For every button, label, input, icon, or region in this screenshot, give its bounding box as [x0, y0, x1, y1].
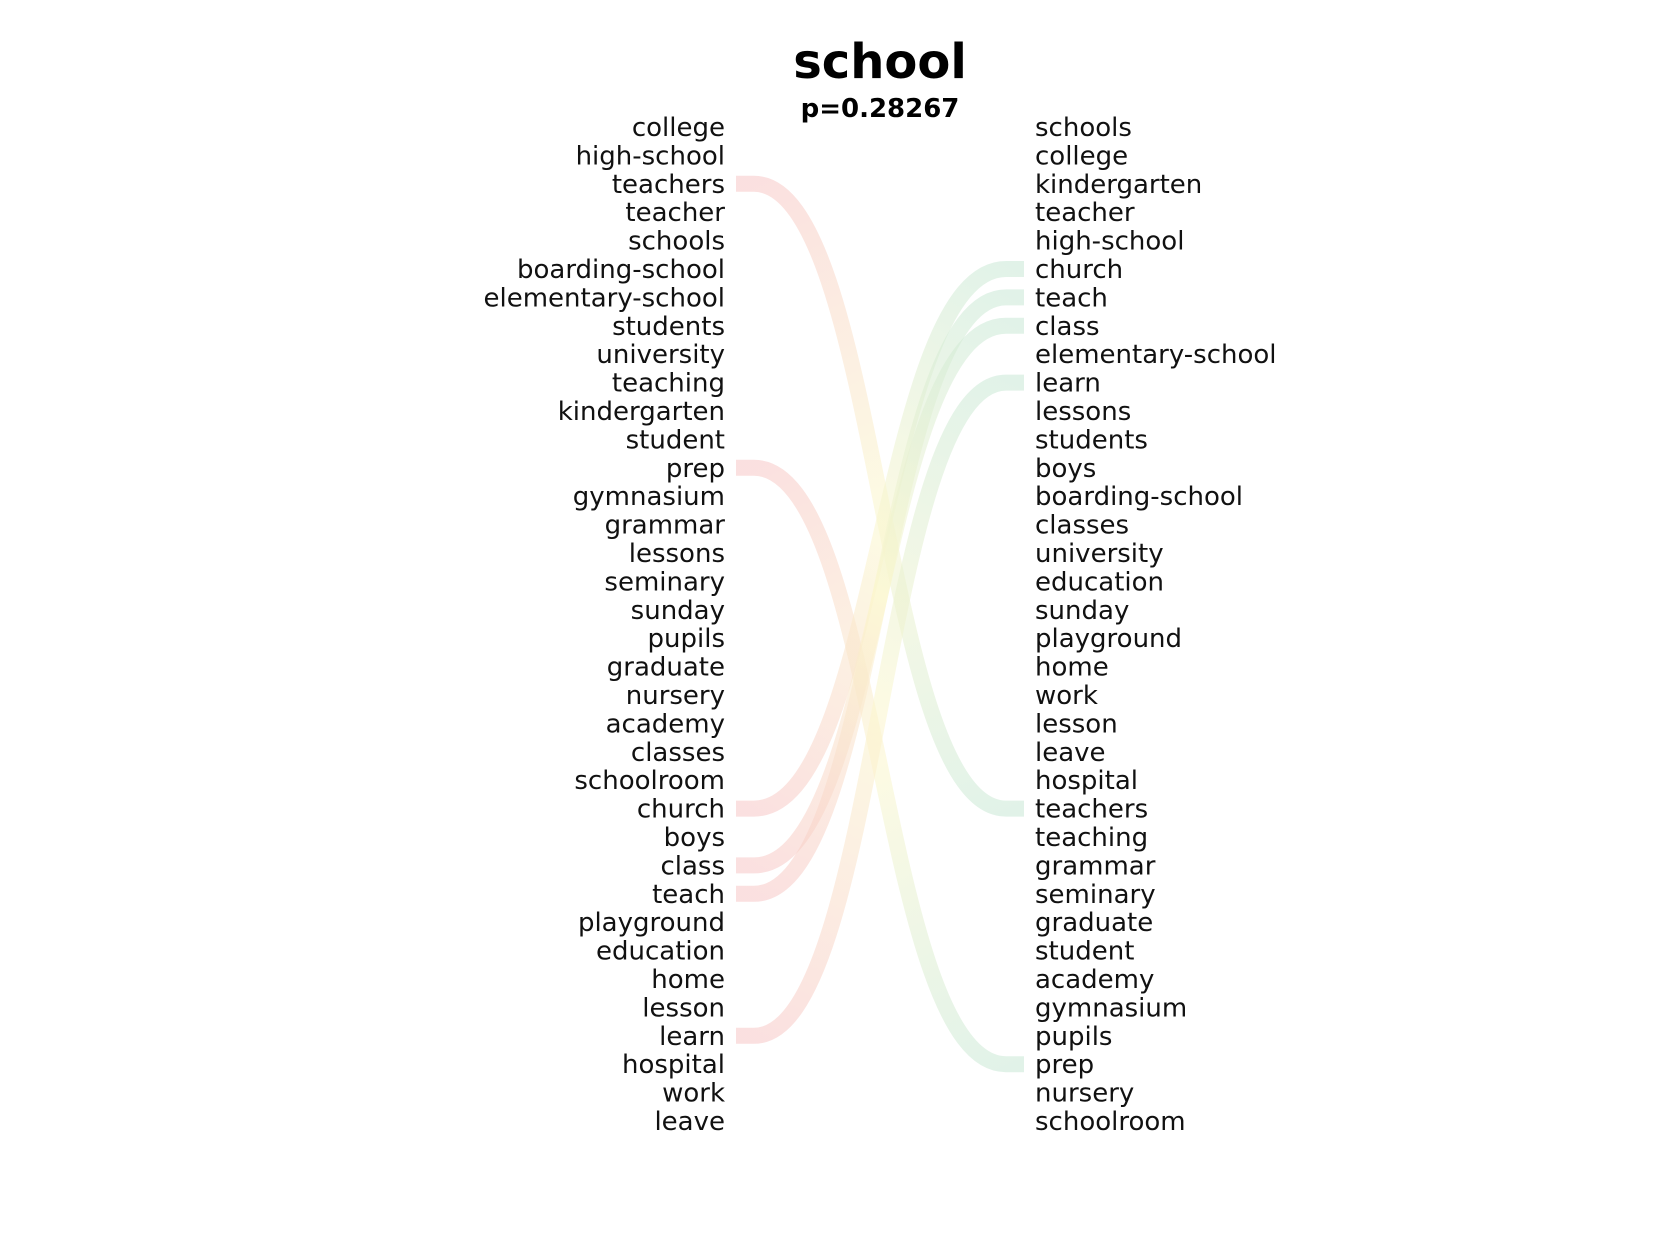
- left-word-boys: boys: [664, 823, 725, 853]
- left-word-lesson: lesson: [642, 993, 725, 1023]
- left-word-class: class: [660, 851, 725, 881]
- right-word-classes: classes: [1035, 511, 1129, 541]
- left-word-sunday: sunday: [631, 596, 725, 626]
- left-word-education: education: [596, 937, 725, 967]
- right-word-grammar: grammar: [1035, 851, 1156, 881]
- right-word-elementary-school: elementary-school: [1035, 340, 1277, 370]
- left-word-academy: academy: [606, 709, 725, 739]
- left-word-students: students: [612, 312, 725, 342]
- left-word-playground: playground: [578, 908, 725, 938]
- left-word-pupils: pupils: [648, 624, 725, 654]
- right-word-education: education: [1035, 567, 1164, 597]
- left-word-classes: classes: [631, 738, 725, 768]
- left-word-graduate: graduate: [607, 653, 725, 683]
- left-word-gymnasium: gymnasium: [573, 482, 725, 512]
- left-word-teach: teach: [652, 880, 725, 910]
- right-word-teach: teach: [1035, 283, 1108, 313]
- left-word-teacher: teacher: [625, 198, 725, 228]
- right-word-kindergarten: kindergarten: [1035, 170, 1202, 200]
- left-word-leave: leave: [654, 1107, 725, 1137]
- right-word-church: church: [1035, 255, 1123, 285]
- right-word-column: schoolscollegekindergartenteacherhigh-sc…: [1035, 113, 1277, 1137]
- right-word-lessons: lessons: [1035, 397, 1131, 427]
- right-word-high-school: high-school: [1035, 227, 1184, 257]
- chart-title: school: [793, 34, 967, 90]
- right-word-pupils: pupils: [1035, 1022, 1112, 1052]
- left-word-prep: prep: [666, 454, 725, 484]
- left-word-schoolroom: schoolroom: [574, 766, 725, 796]
- right-word-student: student: [1035, 937, 1134, 967]
- left-word-high-school: high-school: [576, 141, 725, 171]
- link-band-church: [736, 261, 1024, 817]
- right-word-learn: learn: [1035, 369, 1101, 399]
- right-word-teachers: teachers: [1035, 795, 1148, 825]
- left-word-teaching: teaching: [612, 369, 725, 399]
- left-word-nursery: nursery: [626, 681, 725, 711]
- right-word-lesson: lesson: [1035, 709, 1118, 739]
- chart-subtitle: p=0.28267: [801, 94, 960, 124]
- right-word-university: university: [1035, 539, 1164, 569]
- right-word-hospital: hospital: [1035, 766, 1138, 796]
- left-word-column: collegehigh-schoolteachersteacherschools…: [483, 113, 725, 1137]
- right-word-graduate: graduate: [1035, 908, 1153, 938]
- right-word-academy: academy: [1035, 965, 1154, 995]
- left-word-college: college: [632, 113, 725, 143]
- right-word-sunday: sunday: [1035, 596, 1129, 626]
- link-band-prep: [736, 459, 1024, 1073]
- left-word-boarding-school: boarding-school: [517, 255, 725, 285]
- left-word-kindergarten: kindergarten: [558, 397, 725, 427]
- left-word-student: student: [626, 425, 725, 455]
- right-word-college: college: [1035, 141, 1128, 171]
- left-word-elementary-school: elementary-school: [483, 283, 725, 313]
- right-word-teaching: teaching: [1035, 823, 1148, 853]
- right-word-boarding-school: boarding-school: [1035, 482, 1243, 512]
- left-word-work: work: [662, 1079, 725, 1109]
- link-band-learn: [736, 374, 1024, 1044]
- right-word-teacher: teacher: [1035, 198, 1135, 228]
- right-word-work: work: [1035, 681, 1098, 711]
- link-band-teach: [736, 289, 1024, 902]
- right-word-prep: prep: [1035, 1050, 1094, 1080]
- left-word-learn: learn: [659, 1022, 725, 1052]
- right-word-playground: playground: [1035, 624, 1182, 654]
- right-word-leave: leave: [1035, 738, 1106, 768]
- link-bands: [736, 175, 1024, 1073]
- right-word-seminary: seminary: [1035, 880, 1156, 910]
- right-word-schools: schools: [1035, 113, 1132, 143]
- right-word-boys: boys: [1035, 454, 1096, 484]
- left-word-home: home: [651, 965, 725, 995]
- right-word-class: class: [1035, 312, 1100, 342]
- right-word-schoolroom: schoolroom: [1035, 1107, 1186, 1137]
- left-word-grammar: grammar: [605, 511, 726, 541]
- left-word-university: university: [596, 340, 725, 370]
- left-word-teachers: teachers: [612, 170, 725, 200]
- right-word-gymnasium: gymnasium: [1035, 993, 1187, 1023]
- link-band-teachers: [736, 175, 1024, 817]
- left-word-church: church: [637, 795, 725, 825]
- right-word-home: home: [1035, 653, 1109, 683]
- left-word-lessons: lessons: [629, 539, 725, 569]
- left-word-seminary: seminary: [604, 567, 725, 597]
- right-word-students: students: [1035, 425, 1148, 455]
- right-word-nursery: nursery: [1035, 1079, 1134, 1109]
- left-word-hospital: hospital: [622, 1050, 725, 1080]
- left-word-schools: schools: [628, 227, 725, 257]
